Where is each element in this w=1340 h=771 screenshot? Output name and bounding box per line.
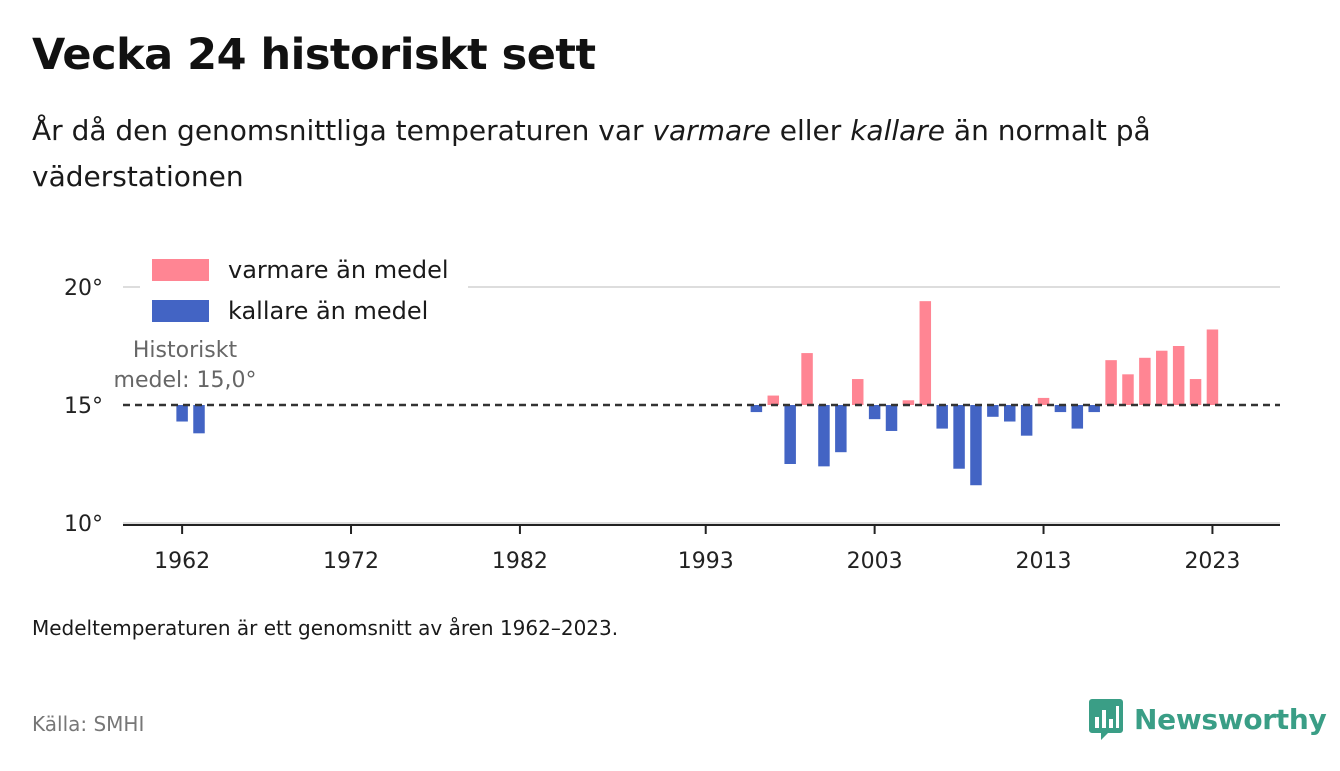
legend-label-warm: varmare än medel bbox=[228, 256, 449, 284]
x-tick-label: 1962 bbox=[154, 549, 210, 574]
baseline-label-line1: Historiskt bbox=[133, 338, 238, 363]
x-tick-label: 1982 bbox=[492, 549, 548, 574]
bar-cold bbox=[868, 405, 881, 420]
bar-cold bbox=[987, 405, 999, 417]
legend-swatch-warm bbox=[152, 259, 209, 281]
bar-warm bbox=[1037, 397, 1050, 405]
bar-cold bbox=[953, 405, 965, 469]
x-tick-label: 2003 bbox=[847, 549, 903, 574]
bar-cold bbox=[885, 405, 898, 431]
subtitle-part: År då den genomsnittliga temperaturen va… bbox=[32, 114, 653, 147]
bar-cold bbox=[835, 405, 847, 453]
bar-warm bbox=[1139, 357, 1151, 405]
bar-warm bbox=[1189, 379, 1202, 405]
source-text: Källa: SMHI bbox=[32, 712, 145, 736]
x-tick-label: 1972 bbox=[323, 549, 379, 574]
bar-chart: 10° 15° 20° Historiskt medel: 15,0° 1962 1972 1… bbox=[64, 256, 1280, 574]
bar-warm bbox=[919, 301, 932, 405]
bar-cold bbox=[1004, 405, 1016, 422]
bar-cold bbox=[1020, 405, 1033, 436]
bar-warm bbox=[1122, 374, 1134, 405]
bar-cold bbox=[1088, 405, 1100, 413]
bar-cold bbox=[1071, 405, 1084, 429]
y-tick-label: 10° bbox=[64, 512, 103, 537]
bar-warm bbox=[801, 353, 813, 405]
chart-note: Medeltemperaturen är ett genomsnitt av å… bbox=[32, 616, 619, 640]
bar-cold bbox=[750, 405, 763, 413]
subtitle-warm-word: varmare bbox=[652, 114, 771, 147]
bar-warm bbox=[1206, 329, 1219, 405]
chart-title: Vecka 24 historiskt sett bbox=[32, 30, 596, 80]
subtitle-cold-word: kallare bbox=[850, 114, 946, 147]
bar-warm bbox=[767, 395, 780, 405]
x-tick-label: 2013 bbox=[1016, 549, 1072, 574]
bar-warm bbox=[1105, 360, 1117, 405]
bar-warm bbox=[851, 379, 864, 405]
x-tick-label: 2023 bbox=[1184, 549, 1240, 574]
x-tick-label: 1993 bbox=[678, 549, 734, 574]
newsworthy-logo-icon bbox=[1089, 699, 1123, 740]
legend-label-cold: kallare än medel bbox=[228, 297, 428, 325]
bar-cold bbox=[936, 405, 948, 429]
bar-warm bbox=[1156, 350, 1168, 405]
subtitle-part: än normalt på väderstationen bbox=[32, 114, 1151, 193]
bar-warm bbox=[902, 400, 915, 405]
chart-subtitle: År då den genomsnittliga temperaturen va… bbox=[32, 108, 1262, 200]
y-tick-label: 15° bbox=[64, 394, 103, 419]
bar-cold bbox=[193, 405, 205, 434]
subtitle-part: eller bbox=[770, 114, 851, 147]
y-tick-label: 20° bbox=[64, 276, 103, 301]
bar-cold bbox=[784, 405, 796, 464]
brand-name: Newsworthy bbox=[1134, 702, 1327, 736]
bar-cold bbox=[818, 405, 830, 467]
bar-cold bbox=[970, 405, 982, 486]
bar-warm bbox=[1172, 346, 1185, 405]
legend-swatch-cold bbox=[152, 300, 209, 322]
brand-logo: Newsworthy bbox=[1088, 697, 1327, 741]
baseline-label-line2: medel: 15,0° bbox=[114, 368, 257, 393]
bar-cold bbox=[1054, 405, 1067, 413]
bar-cold bbox=[176, 405, 188, 422]
